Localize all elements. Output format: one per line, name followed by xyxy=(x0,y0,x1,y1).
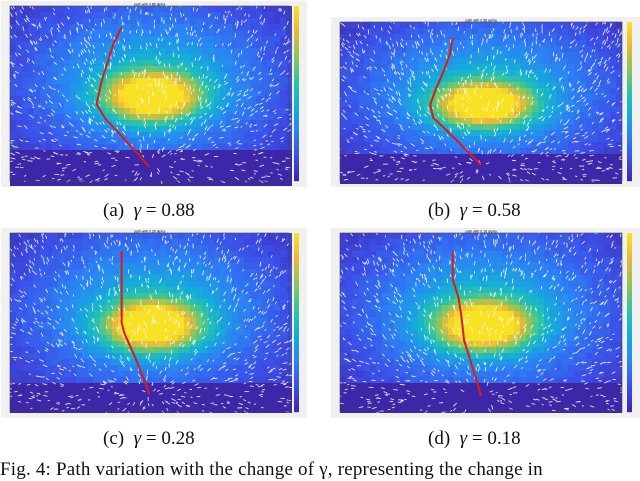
caption-a: (a) γ = 0.88 xyxy=(103,200,195,222)
svg-text:path with 0.58 alpha: path with 0.58 alpha xyxy=(465,19,496,23)
vector-field-plot-b: path with 0.58 alpha xyxy=(331,17,640,187)
subfigure-a: path with 0.88 alpha xyxy=(1,1,307,187)
subfigure-b: path with 0.58 alpha xyxy=(331,17,640,187)
caption-d: (d) γ = 0.18 xyxy=(428,428,521,450)
vector-field-plot-c: path with 0.28 alpha xyxy=(1,228,307,418)
vector-field-plot-d: path with 0.18 alpha xyxy=(331,228,640,418)
caption-b: (b) γ = 0.58 xyxy=(428,200,521,222)
svg-text:path with 0.88 alpha: path with 0.88 alpha xyxy=(134,3,165,7)
caption-c: (c) γ = 0.28 xyxy=(103,428,195,450)
vector-field-plot-a: path with 0.88 alpha xyxy=(1,1,307,187)
subfigure-d: path with 0.18 alpha xyxy=(331,228,640,418)
subfigure-c: path with 0.28 alpha xyxy=(1,228,307,418)
figure-caption: Fig. 4: Path variation with the change o… xyxy=(0,459,543,481)
